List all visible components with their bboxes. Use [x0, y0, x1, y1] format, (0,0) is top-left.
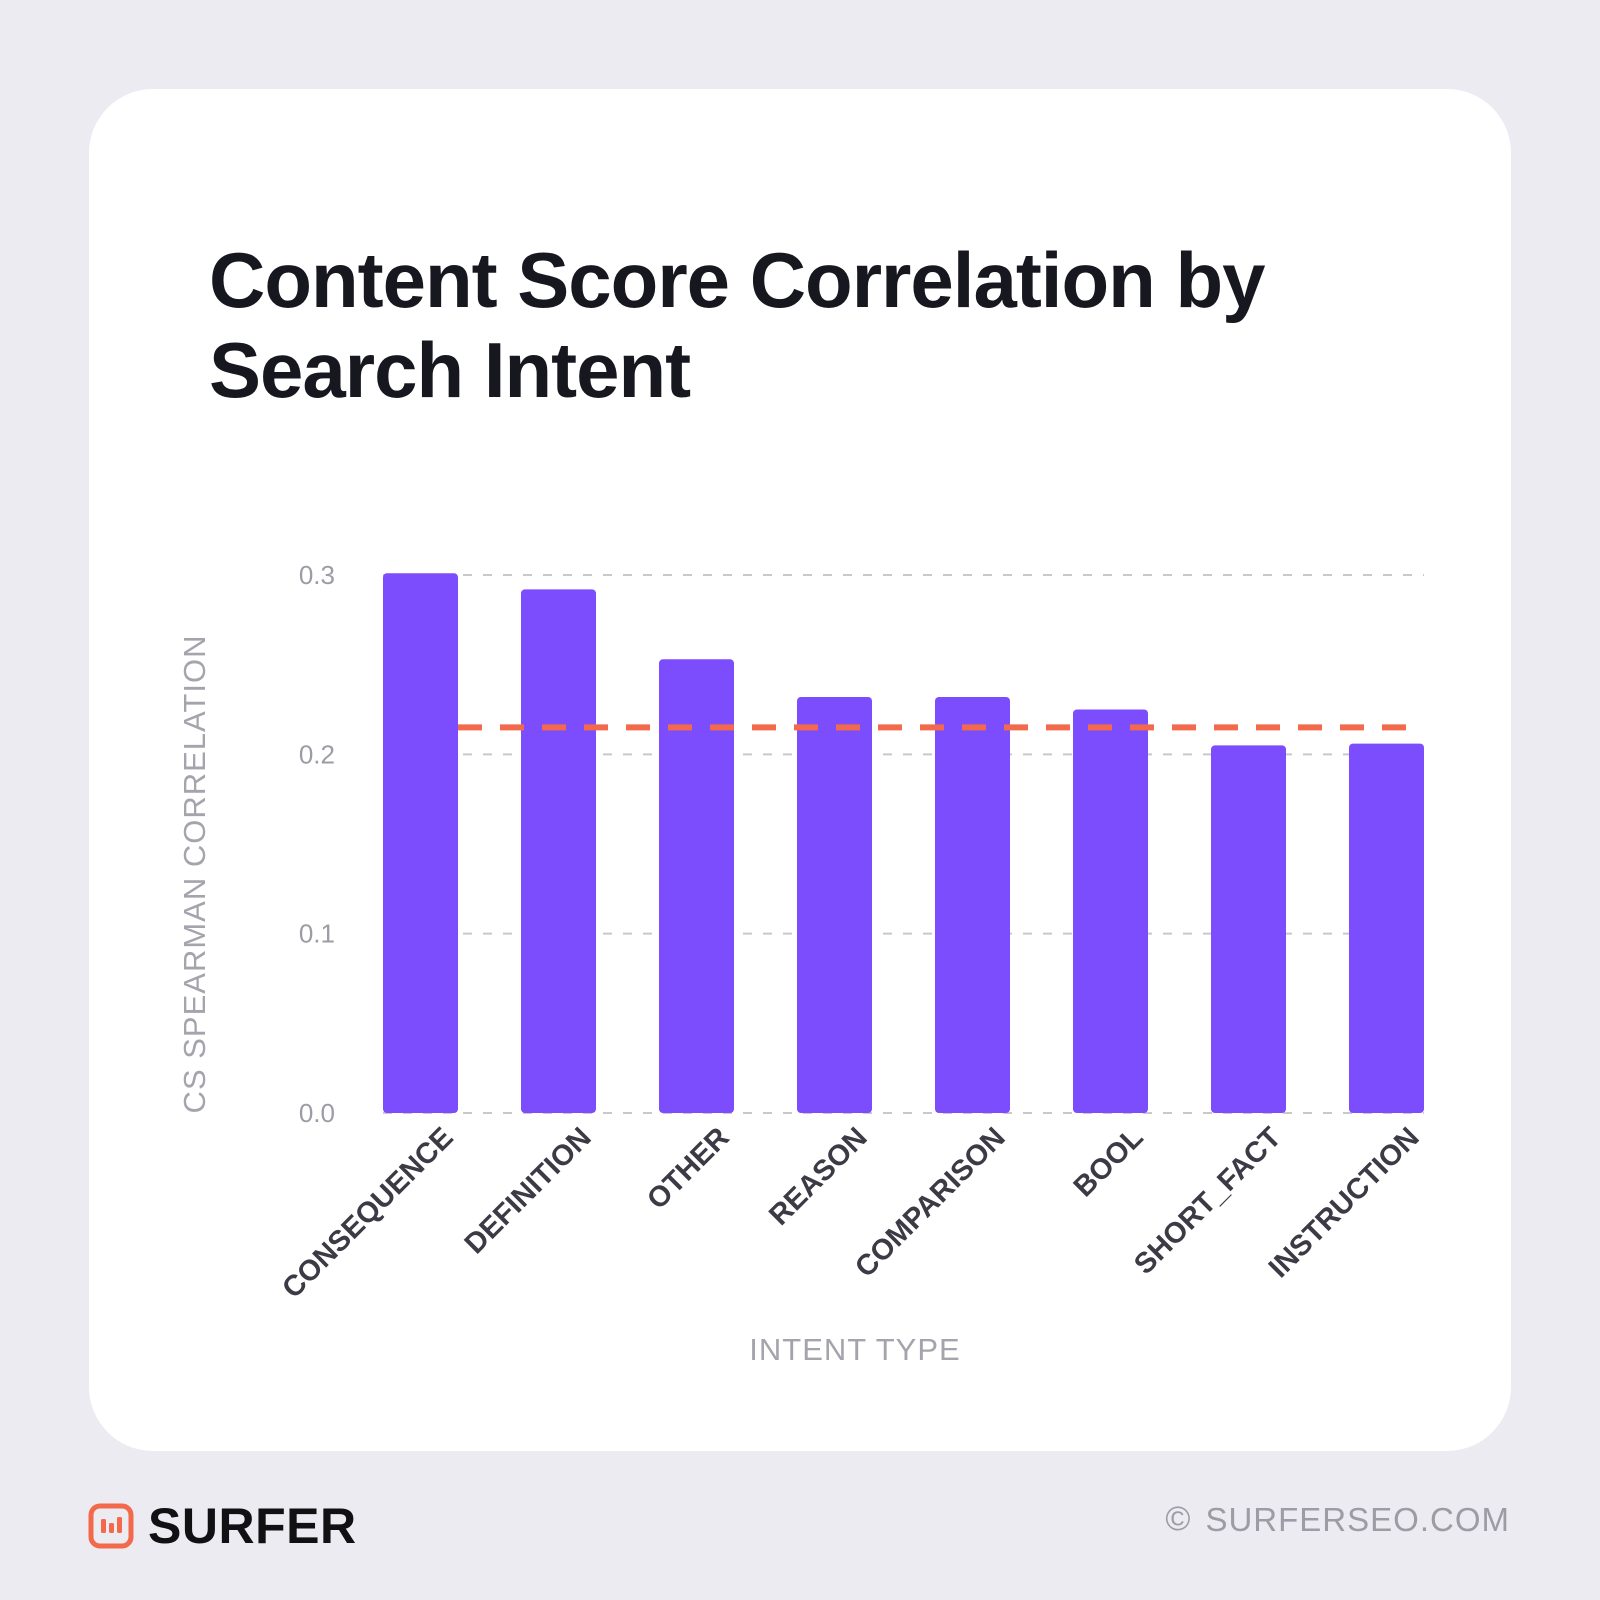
x-tick-label: CONSEQUENCE: [276, 1121, 459, 1304]
site-credit[interactable]: © SURFERSEO.COM: [1165, 1500, 1510, 1539]
y-axis-label: CS SPEARMAN CORRELATION: [177, 635, 212, 1114]
y-tick-label: 0.3: [299, 560, 335, 590]
bar-definition: [521, 589, 596, 1113]
x-tick-label: BOOL: [1068, 1121, 1150, 1203]
surfer-logo[interactable]: SURFER: [88, 1497, 357, 1555]
bar-short-fact: [1211, 745, 1286, 1113]
site-url: SURFERSEO.COM: [1205, 1500, 1510, 1538]
bar-bool: [1073, 709, 1148, 1113]
surfer-logo-icon: [88, 1503, 134, 1549]
bar-other: [659, 659, 734, 1113]
brand-name: SURFER: [148, 1498, 357, 1554]
x-tick-label: COMPARISON: [849, 1121, 1011, 1283]
bar-consequence: [383, 573, 458, 1113]
chart-title: Content Score Correlation by Search Inte…: [209, 236, 1265, 414]
bar-reason: [797, 696, 872, 1113]
x-tick-label: SHORT_FACT: [1128, 1121, 1288, 1281]
y-tick-label: 0.0: [299, 1098, 335, 1128]
bar-instruction: [1349, 743, 1424, 1113]
x-tick-label: REASON: [763, 1121, 873, 1231]
bar-comparison: [935, 696, 1010, 1113]
x-tick-label: INSTRUCTION: [1263, 1121, 1426, 1284]
x-axis-label: INTENT TYPE: [749, 1332, 960, 1367]
y-tick-label: 0.1: [299, 919, 335, 949]
x-tick-label: OTHER: [641, 1121, 735, 1215]
y-tick-label: 0.2: [299, 739, 335, 769]
copyright-icon: ©: [1165, 1500, 1192, 1538]
x-tick-label: DEFINITION: [459, 1121, 598, 1260]
